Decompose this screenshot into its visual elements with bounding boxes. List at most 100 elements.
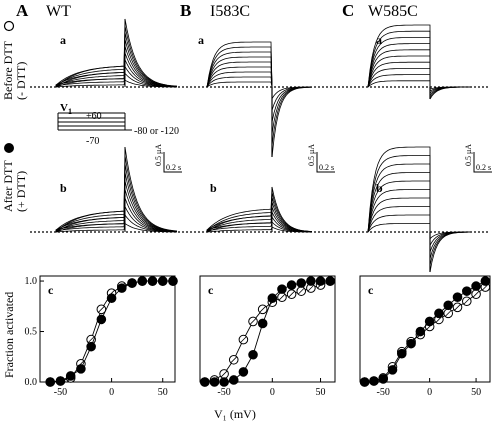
scale-bar-wt bbox=[163, 152, 182, 173]
i583c-before-trace bbox=[206, 46, 273, 88]
w585c-after-trace bbox=[367, 172, 431, 233]
x-tick-label: 50 bbox=[158, 387, 168, 398]
open-marker-slash bbox=[249, 318, 257, 325]
open-marker-slash bbox=[87, 336, 95, 343]
i583c-before-tail-trace bbox=[271, 86, 312, 158]
sublabel-c: c bbox=[48, 283, 54, 297]
data-point-filled bbox=[415, 326, 426, 337]
plot-frame bbox=[359, 275, 491, 383]
sublabel-b-w585c: b bbox=[376, 181, 383, 195]
data-point-filled bbox=[406, 338, 416, 349]
row-label-after: After DTT bbox=[1, 160, 15, 212]
data-point-filled bbox=[86, 341, 96, 352]
data-point-filled bbox=[168, 276, 178, 286]
open-marker-slash bbox=[297, 287, 305, 295]
data-point-filled bbox=[127, 278, 137, 288]
x-tick-label: 50 bbox=[316, 387, 326, 398]
data-point-filled bbox=[452, 292, 463, 303]
w585c-before-trace bbox=[367, 74, 431, 88]
w585c-before-trace bbox=[367, 80, 431, 88]
panel-title-i583c: I583C bbox=[210, 3, 250, 20]
open-marker-slash bbox=[307, 284, 315, 292]
protocol-tail: -80 or -120 bbox=[134, 126, 179, 137]
wt-after-trace bbox=[55, 222, 177, 233]
open-marker-slash bbox=[444, 310, 452, 317]
data-point-filled bbox=[315, 276, 326, 286]
data-point-filled bbox=[480, 276, 491, 286]
i583c-before-trace bbox=[206, 71, 273, 88]
protocol-top: +60 bbox=[86, 111, 102, 122]
y-tick-label: 0.5 bbox=[25, 327, 38, 338]
sublabel-c: c bbox=[368, 283, 374, 297]
w585c-after-trace bbox=[367, 214, 431, 233]
data-point-filled bbox=[267, 293, 278, 304]
filled-circle-marker bbox=[4, 143, 14, 153]
data-point-filled bbox=[424, 316, 435, 327]
i583c-before-trace bbox=[206, 76, 273, 88]
data-point-filled bbox=[257, 318, 268, 329]
plot-frame bbox=[39, 275, 176, 383]
w585c-after-trace bbox=[367, 163, 431, 233]
w585c-after-trace bbox=[367, 155, 431, 233]
data-point-filled bbox=[209, 377, 220, 387]
scale-current-wt: 0.5 μA bbox=[154, 144, 163, 166]
data-point-filled bbox=[369, 376, 379, 386]
data-point-filled bbox=[434, 308, 444, 319]
data-point-filled bbox=[76, 364, 86, 374]
w585c-after-trace bbox=[367, 197, 431, 233]
wt-before-trace bbox=[55, 79, 177, 88]
scale-current-w585c: 0.5 μA bbox=[464, 144, 473, 166]
scale-time-i583c: 0.2 s bbox=[319, 163, 334, 172]
sublabel-a-wt: a bbox=[60, 33, 66, 47]
data-point-filled bbox=[277, 284, 287, 294]
y-tick-label: 0.0 bbox=[25, 377, 38, 388]
data-point-filled bbox=[296, 278, 307, 288]
sublabel-b-wt: b bbox=[60, 181, 67, 195]
row-label-before: Before DTT bbox=[1, 40, 15, 100]
wt-after-trace bbox=[55, 189, 178, 232]
data-point-filled bbox=[147, 276, 158, 286]
w585c-before-trace bbox=[367, 61, 431, 88]
x-tick-label: -50 bbox=[377, 387, 390, 398]
activation-chart-b: c -50 0 50 bbox=[199, 275, 336, 398]
open-marker-slash bbox=[278, 293, 286, 301]
open-marker-slash bbox=[454, 304, 461, 311]
i583c-before-trace bbox=[206, 81, 273, 88]
x-tick-label: 0 bbox=[270, 387, 275, 398]
data-point-filled bbox=[396, 348, 407, 359]
wt-after-trace bbox=[55, 197, 178, 233]
x-tick-label: 0 bbox=[427, 387, 432, 398]
data-point-filled bbox=[137, 276, 148, 286]
data-point-filled bbox=[387, 365, 398, 375]
data-point-filled bbox=[443, 300, 454, 311]
i583c-after-trace bbox=[206, 196, 313, 233]
data-point-filled bbox=[55, 376, 66, 386]
open-marker-slash bbox=[220, 370, 228, 378]
w585c-before-trace bbox=[367, 55, 431, 88]
wt-before-trace bbox=[55, 52, 178, 87]
sublabel-c: c bbox=[208, 283, 214, 297]
activation-plots: c -50 0 50 0.0 0.5 1.0 c -50 0 50 c -50 0 50 bbox=[25, 275, 491, 398]
scale-current-i583c: 0.5 μA bbox=[307, 144, 316, 166]
panel-letter-b: B bbox=[180, 1, 191, 20]
wt-after-trace bbox=[55, 213, 177, 233]
row-sub-before: (- DTT) bbox=[14, 62, 28, 100]
activation-chart-a: c -50 0 50 0.0 0.5 1.0 bbox=[25, 275, 178, 398]
wt-after-trace bbox=[55, 163, 178, 232]
row-sub-after: (+ DTT) bbox=[14, 171, 28, 212]
wt-after-trace bbox=[55, 180, 178, 232]
w585c-before-tail-trace bbox=[429, 86, 470, 100]
data-point-filled bbox=[219, 377, 229, 387]
plot-frame bbox=[199, 275, 336, 383]
wt-before-trace bbox=[55, 18, 178, 88]
data-point-filled bbox=[248, 349, 258, 360]
w585c-before-trace bbox=[367, 43, 431, 88]
data-point-filled bbox=[306, 276, 316, 286]
i583c-before-trace bbox=[206, 41, 273, 88]
data-point-filled bbox=[157, 276, 168, 286]
i583c-after-trace bbox=[206, 201, 313, 233]
wt-after-trace bbox=[55, 146, 178, 233]
x-tick-label: 0 bbox=[109, 387, 114, 398]
data-point-filled bbox=[228, 375, 239, 385]
